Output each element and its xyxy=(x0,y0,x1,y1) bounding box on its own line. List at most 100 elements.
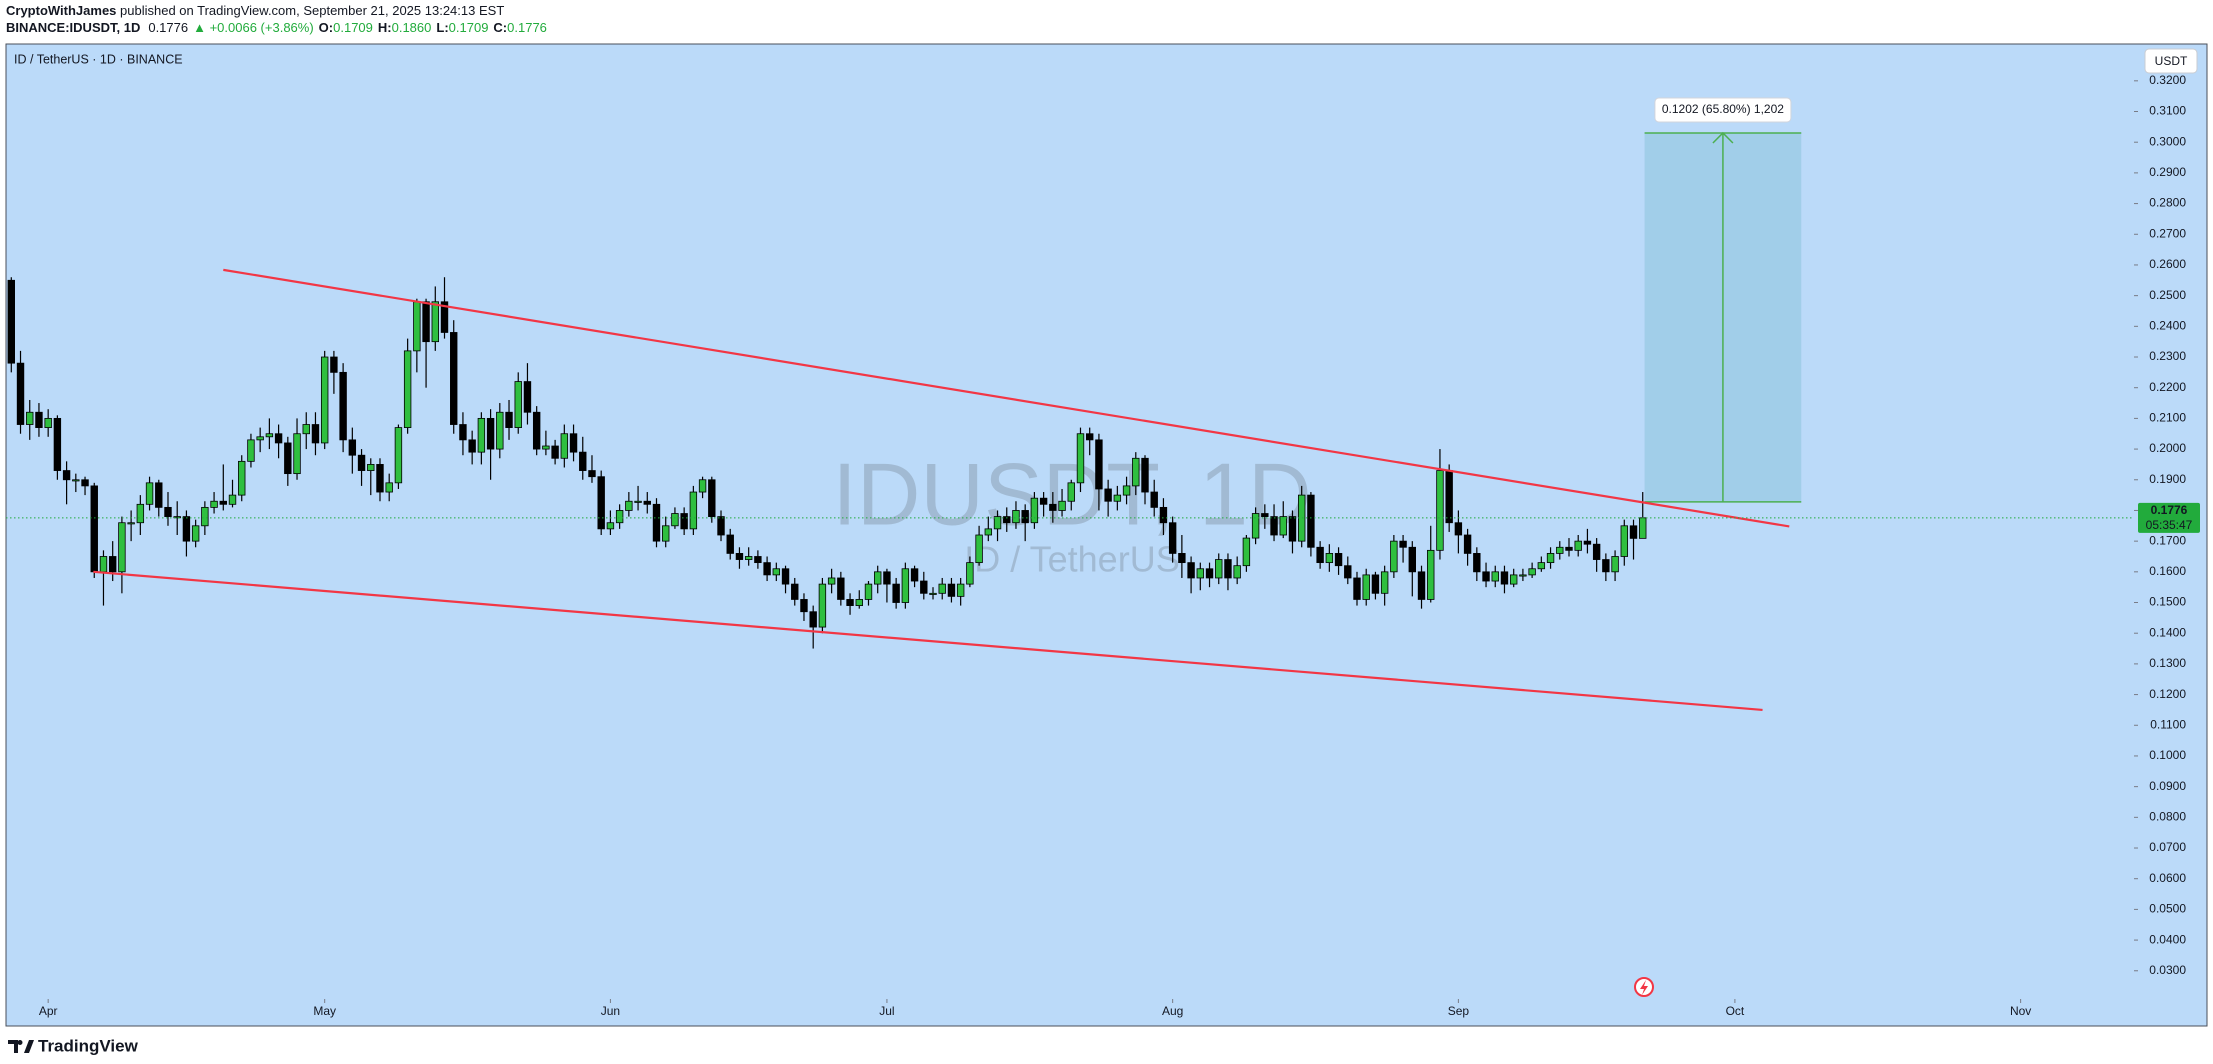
last-price: 0.1776 xyxy=(148,20,188,35)
trendline xyxy=(93,570,1763,712)
y-tick-label: 0.0500 xyxy=(2149,902,2186,916)
candle-body xyxy=(1427,549,1435,600)
x-tick-label: Sep xyxy=(1448,1004,1470,1018)
candle-body xyxy=(284,442,292,475)
candle-body xyxy=(238,460,246,496)
candle-body xyxy=(376,464,384,493)
candle-body xyxy=(892,583,900,603)
y-tick-label: 0.2400 xyxy=(2149,318,2186,332)
candle-body xyxy=(1086,433,1094,441)
candle-body xyxy=(1436,470,1444,551)
candle-body xyxy=(256,436,264,441)
candle-body xyxy=(1067,482,1075,502)
candle-body xyxy=(597,476,605,530)
candle-body xyxy=(1122,485,1131,496)
candle-body xyxy=(1528,568,1536,576)
ohlc-value: 0.1776 xyxy=(507,20,547,35)
change: ▲ +0.0066 (+3.86%) xyxy=(193,20,314,35)
candle-body xyxy=(486,417,495,450)
candle-body xyxy=(330,356,338,373)
candle-body xyxy=(274,433,283,444)
candle-body xyxy=(901,568,910,603)
currency-label[interactable]: USDT xyxy=(2155,54,2188,68)
y-tick-label: 0.0800 xyxy=(2149,810,2186,824)
y-tick-label: 0.1000 xyxy=(2149,748,2186,762)
candle-body xyxy=(698,479,707,493)
candle-body xyxy=(1261,513,1269,517)
currency-button[interactable] xyxy=(2144,48,2198,74)
candle-body xyxy=(1224,559,1232,579)
chart-title: ID / TetherUS · 1D · BINANCE xyxy=(14,52,183,66)
candle-body xyxy=(16,362,25,425)
candle-body xyxy=(1546,553,1555,564)
candle-body xyxy=(320,356,329,444)
candle-body xyxy=(1316,546,1324,564)
candle-body xyxy=(1132,457,1140,487)
candle-body xyxy=(81,479,89,487)
candle-body xyxy=(920,580,928,594)
y-tick-label: 0.2900 xyxy=(2149,165,2186,179)
candle-body xyxy=(910,568,919,582)
candle-body xyxy=(1537,562,1546,570)
candle-body xyxy=(293,433,301,475)
ohlc-value: 0.1709 xyxy=(449,20,489,35)
candle-body xyxy=(496,411,504,450)
candle-body xyxy=(791,583,799,600)
x-tick-label: Aug xyxy=(1162,1004,1183,1018)
candle-body xyxy=(1233,565,1241,579)
candle-body xyxy=(588,470,596,478)
candle-body xyxy=(403,350,412,428)
candle-body xyxy=(1288,516,1297,542)
candle-body xyxy=(1639,517,1647,539)
candle-body xyxy=(1371,574,1380,594)
candle-body xyxy=(532,411,541,450)
alert-icon xyxy=(1634,977,1654,997)
y-tick-label: 0.3200 xyxy=(2149,73,2186,87)
chart-background xyxy=(6,44,2207,1026)
candle-body xyxy=(468,439,476,453)
candle-body xyxy=(514,381,522,428)
candle-body xyxy=(560,433,569,459)
candle-body xyxy=(1602,559,1610,573)
header-line: CryptoWithJames published on TradingView… xyxy=(6,3,504,18)
candle-body xyxy=(1215,559,1223,579)
candle-body xyxy=(606,522,615,530)
ohlc-key: O: xyxy=(319,20,333,35)
ohlc-key: C: xyxy=(493,20,507,35)
candle-body xyxy=(1611,556,1619,573)
y-tick-label: 0.2600 xyxy=(2149,257,2186,271)
candle-body xyxy=(1353,577,1361,600)
y-tick-label: 0.3100 xyxy=(2149,104,2186,118)
candle-body xyxy=(1574,540,1582,551)
candle-body xyxy=(984,528,993,536)
last-price-label: 0.1776 xyxy=(2151,503,2188,517)
trendline xyxy=(223,268,1790,528)
candle-body xyxy=(431,301,439,343)
candle-body xyxy=(1482,571,1490,582)
candle-body xyxy=(1556,546,1564,554)
candle-body xyxy=(1168,522,1177,554)
candle-body xyxy=(1620,525,1628,557)
y-tick-label: 0.2700 xyxy=(2149,226,2186,240)
y-tick-label: 0.0700 xyxy=(2149,840,2186,854)
candle-body xyxy=(265,433,274,438)
candle-body xyxy=(781,568,790,585)
symbol: BINANCE:IDUSDT, 1D xyxy=(6,20,140,35)
candle-body xyxy=(643,500,651,505)
candle-body xyxy=(1030,497,1039,524)
candle-body xyxy=(1196,568,1205,579)
candle-body xyxy=(938,583,946,594)
candle-body xyxy=(1150,491,1158,508)
candle-body xyxy=(450,332,458,425)
candle-body xyxy=(247,439,255,462)
candle-body xyxy=(26,411,34,425)
y-tick-label: 0.2300 xyxy=(2149,349,2186,363)
candle-body xyxy=(708,479,716,517)
candle-body xyxy=(1463,534,1472,554)
candle-body xyxy=(1509,574,1518,585)
candle-body xyxy=(993,516,1002,530)
candle-body xyxy=(35,411,43,428)
candle-body xyxy=(201,506,209,527)
candle-body xyxy=(634,500,642,503)
